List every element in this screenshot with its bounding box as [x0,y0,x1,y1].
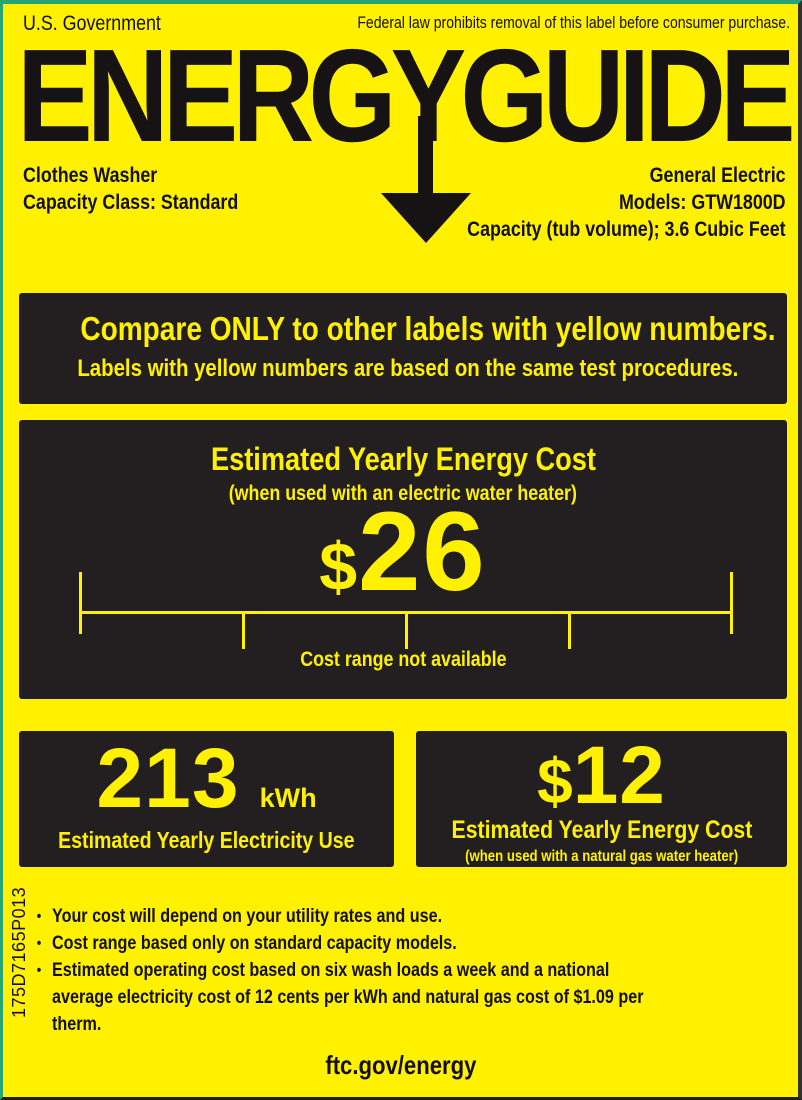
manufacturer-models: Models: GTW1800D [619,191,786,214]
down-arrow-head-icon [381,193,471,243]
us-government-text: U.S. Government [23,12,161,35]
gas-sublabel: (when used with a natural gas water heat… [464,848,739,865]
gas-cost-panel: $12 Estimated Yearly Energy Cost (when u… [416,731,787,867]
footnote-item: • Estimated operating cost based on six … [35,957,681,1038]
scale-tick-left [79,572,82,634]
estimated-cost-title: Estimated Yearly Energy Cost [210,441,596,477]
scale-tick-mid [242,611,245,649]
estimated-cost-panel: Estimated Yearly Energy Cost (when used … [19,420,787,699]
footnote-item: • Your cost will depend on your utility … [35,903,681,930]
part-number: 175D7165P013 [9,886,29,1018]
compare-banner-line1: Compare ONLY to other labels with yellow… [80,310,776,347]
bullet-icon: • [36,935,42,952]
estimated-cost-value: $26 [19,496,787,608]
footnote-item: • Cost range based only on standard capa… [35,930,681,957]
electricity-unit: kWh [259,783,317,813]
footnote-text: Estimated operating cost based on six wa… [52,960,644,1035]
cost-amount: 26 [358,489,487,614]
scale-tick-right [730,572,733,634]
footnote-text: Cost range based only on standard capaci… [52,933,457,954]
electricity-use-panel: 213 kWh Estimated Yearly Electricity Use [19,731,394,867]
product-type: Clothes Washer [23,164,158,187]
bullet-icon: • [36,962,42,979]
scale-tick-mid [405,611,408,649]
federal-law-notice: Federal law prohibits removal of this la… [357,14,790,32]
scale-tick-mid [568,611,571,649]
footnotes: • Your cost will depend on your utility … [35,903,681,1038]
gas-value-row: $12 [416,731,787,817]
product-capacity-class: Capacity Class: Standard [23,191,239,214]
cost-range-note: Cost range not available [299,648,507,671]
down-arrow-icon [418,116,433,196]
bullet-icon: • [36,908,42,925]
compare-banner-line2: Labels with yellow numbers are based on … [77,355,739,382]
electricity-value-row: 213 kWh [19,731,394,820]
ftc-url: ftc.gov/energy [324,1050,477,1080]
compare-banner: Compare ONLY to other labels with yellow… [19,293,787,404]
electricity-amount: 213 [96,731,240,825]
manufacturer-brand: General Electric [650,164,786,187]
gas-amount: 12 [572,730,666,821]
electricity-label: Estimated Yearly Electricity Use [58,827,355,853]
manufacturer-capacity: Capacity (tub volume); 3.6 Cubic Feet [467,218,786,241]
gas-label: Estimated Yearly Energy Cost [451,816,752,844]
footnote-text: Your cost will depend on your utility ra… [52,906,443,927]
manufacturer-info: General Electric Models: GTW1800D Capaci… [468,162,786,243]
energyguide-logo: ENERGYGUIDE [17,30,798,162]
gas-currency-symbol: $ [537,745,573,817]
energyguide-logo-text: ENERGYGUIDE [17,22,796,169]
estimated-cost-subtitle: (when used with an electric water heater… [228,482,578,505]
currency-symbol: $ [319,529,359,605]
product-info: Clothes Washer Capacity Class: Standard [23,162,238,216]
